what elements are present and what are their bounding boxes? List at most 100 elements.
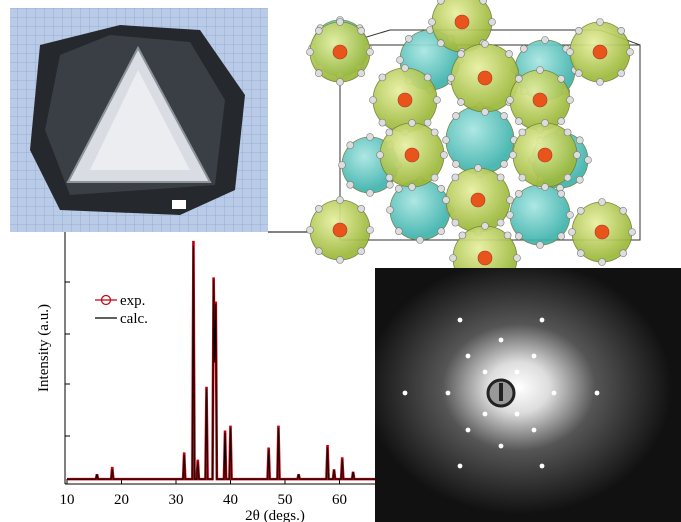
spot <box>483 370 488 375</box>
atom <box>429 19 436 26</box>
atom <box>337 19 344 26</box>
atom <box>574 152 581 159</box>
atom <box>437 0 444 4</box>
atom <box>386 181 393 188</box>
x-tick-label: 60 <box>332 492 347 508</box>
atom <box>441 152 448 159</box>
atom <box>537 242 544 249</box>
atom <box>438 228 445 235</box>
cation <box>478 251 492 265</box>
atom <box>443 197 450 204</box>
atom <box>347 142 354 149</box>
atom <box>315 27 322 34</box>
cation <box>478 71 492 85</box>
atom <box>575 70 582 77</box>
atom <box>337 79 344 86</box>
atom <box>597 19 604 26</box>
spot <box>466 428 471 433</box>
cation <box>593 45 607 59</box>
atom <box>564 174 571 181</box>
atom <box>386 174 393 181</box>
atom <box>558 75 565 82</box>
spot <box>458 464 463 469</box>
atom <box>437 40 444 47</box>
cation <box>455 15 469 29</box>
legend-label: exp. <box>120 293 145 309</box>
atom <box>482 223 489 230</box>
atom <box>367 49 374 56</box>
atom <box>434 97 441 104</box>
atom <box>482 41 489 48</box>
atom <box>358 205 365 212</box>
atom <box>377 152 384 159</box>
atom <box>443 137 450 144</box>
atom <box>569 229 576 236</box>
legend-label: calc. <box>120 311 148 327</box>
atom <box>315 248 322 255</box>
cation <box>533 93 547 107</box>
atom <box>480 0 487 4</box>
atom <box>482 109 489 116</box>
atom <box>395 228 402 235</box>
atom <box>370 97 377 104</box>
atom <box>567 212 574 219</box>
atom <box>379 119 386 126</box>
atom <box>457 99 464 106</box>
atom <box>542 184 549 191</box>
spot <box>499 338 504 343</box>
atom <box>567 97 574 104</box>
spot <box>532 428 537 433</box>
atom <box>506 50 513 57</box>
atom <box>337 197 344 204</box>
atom <box>358 70 365 77</box>
cation <box>333 45 347 59</box>
atom <box>424 74 431 81</box>
x-tick-label: 20 <box>114 492 129 508</box>
atom <box>627 49 634 56</box>
atom <box>450 255 457 262</box>
diffraction-pattern <box>375 268 681 522</box>
atom <box>459 232 466 239</box>
figure: 1020304050602θ (degs.)Intensity (a.u.)ex… <box>0 0 681 522</box>
atom <box>431 129 438 136</box>
cation <box>595 225 609 239</box>
atom <box>409 120 416 127</box>
atom <box>347 181 354 188</box>
atom <box>367 134 374 141</box>
atom <box>315 70 322 77</box>
atom <box>337 257 344 264</box>
cation <box>538 148 552 162</box>
atom <box>431 174 438 181</box>
spot <box>446 391 451 396</box>
crystal-photo <box>10 8 268 232</box>
atom <box>597 79 604 86</box>
spot <box>540 318 545 323</box>
atom <box>515 233 522 240</box>
atom <box>457 50 464 57</box>
atom <box>475 165 482 172</box>
atom <box>507 97 514 104</box>
spot <box>458 318 463 323</box>
atom <box>379 74 386 81</box>
x-axis-title: 2θ (degs.) <box>245 508 305 522</box>
spot <box>532 354 537 359</box>
spot <box>540 464 545 469</box>
atom <box>575 27 582 34</box>
atom <box>497 219 504 226</box>
crystal-structure <box>307 0 641 294</box>
atom <box>577 250 584 257</box>
atom <box>339 162 346 169</box>
spot <box>515 370 520 375</box>
atom <box>564 129 571 136</box>
spot <box>552 391 557 396</box>
spot <box>466 354 471 359</box>
atom <box>387 207 394 214</box>
atom <box>386 129 393 136</box>
atom <box>424 119 431 126</box>
atom <box>558 118 565 125</box>
cation <box>471 193 485 207</box>
atom <box>514 255 521 262</box>
atom <box>367 190 374 197</box>
atom <box>417 237 424 244</box>
